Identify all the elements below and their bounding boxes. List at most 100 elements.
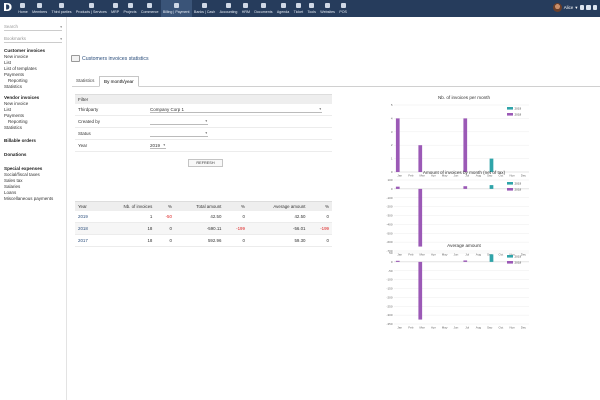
nav-item-projects[interactable]: Projects — [121, 0, 138, 17]
nav-item-pos[interactable]: POS — [337, 0, 349, 17]
y-tick-label: -400 — [386, 222, 392, 226]
table-cell: -199 — [308, 222, 332, 235]
nav-item-websites[interactable]: Websites — [318, 0, 337, 17]
chevron-down-icon[interactable]: ▾ — [60, 25, 62, 29]
nav-item-label: Tools — [307, 9, 316, 14]
x-tick-label: Nov — [509, 326, 515, 330]
year-link[interactable]: 2017 — [75, 234, 101, 247]
nav-item-accounting[interactable]: Accounting — [217, 0, 239, 17]
bar-2018-mar[interactable] — [418, 145, 423, 172]
nav-item-commerce[interactable]: Commerce — [139, 0, 161, 17]
bar-2018-jul[interactable] — [463, 260, 468, 262]
year-link[interactable]: 2019 — [75, 210, 101, 223]
bar-2018-mar[interactable] — [418, 261, 423, 320]
nav-item-members[interactable]: Members — [30, 0, 49, 17]
chevron-down-icon[interactable]: ▾ — [575, 4, 578, 10]
legend-label[interactable]: 2019 — [515, 107, 522, 111]
sidebar-item-statistics[interactable]: Statistics — [4, 84, 23, 89]
sidebar-item-miscellaneous-payments[interactable]: Miscellaneous payments — [4, 196, 54, 201]
sidebar-item-list[interactable]: List — [4, 60, 12, 65]
table-cell: 592.96 — [174, 234, 225, 247]
chevron-down-icon[interactable]: ▾ — [205, 130, 207, 135]
sidebar-item-vendor-payments[interactable]: Payments — [4, 113, 25, 118]
search-input[interactable]: Search ▾ — [4, 24, 62, 31]
nav-item-home[interactable]: Home — [16, 0, 30, 17]
bookmarks-select[interactable]: Bookmarks ▾ — [4, 36, 62, 43]
sidebar-item-vendor-new-invoice[interactable]: New invoice — [4, 101, 29, 106]
sidebar-heading-donations[interactable]: Donations — [4, 152, 27, 157]
sidebar-item-loans[interactable]: Loans — [4, 190, 17, 195]
sidebar-item-salaries[interactable]: Salaries — [4, 184, 21, 189]
sidebar-item-social-fiscal-taxes[interactable]: Social/fiscal taxes — [4, 172, 40, 177]
sidebar-heading-special-expenses[interactable]: Special expenses — [4, 166, 43, 171]
chevron-down-icon[interactable]: ▾ — [60, 37, 62, 41]
app-logo[interactable]: D — [3, 1, 13, 14]
thirdparty-select[interactable]: Company Corp 1 ▾ — [150, 107, 322, 113]
sidebar-item-vendor-list[interactable]: List — [4, 107, 12, 112]
x-tick-label: Jan — [397, 253, 402, 257]
x-tick-label: Jun — [453, 326, 458, 330]
status-select[interactable]: ▾ — [150, 131, 208, 137]
legend-label[interactable]: 2019 — [515, 182, 522, 186]
bar-2018-jan[interactable] — [395, 118, 400, 172]
tab-by-month-year[interactable]: By month/year — [99, 76, 139, 87]
nav-item-billing-payment[interactable]: Billing | Payment — [160, 0, 192, 17]
sidebar-item-reporting[interactable]: Reporting — [8, 78, 28, 83]
bar-2018-jan[interactable] — [395, 260, 400, 262]
legend-label[interactable]: 2018 — [515, 113, 522, 117]
nav-item-mrp[interactable]: MRP — [109, 0, 121, 17]
sidebar-item-payments[interactable]: Payments — [4, 72, 25, 77]
bar-2018-mar[interactable] — [418, 188, 423, 247]
nav-item-ticket[interactable]: Ticket — [291, 0, 305, 17]
nav-item-third-parties[interactable]: Third parties — [49, 0, 73, 17]
bar-2018-jul[interactable] — [463, 186, 468, 189]
mrp-icon — [112, 3, 118, 8]
sidebar-item-sales-tax[interactable]: Sales tax — [4, 178, 23, 183]
legend-label[interactable]: 2018 — [515, 261, 522, 265]
x-tick-label: Aug — [476, 174, 482, 178]
bar-2018-jul[interactable] — [463, 118, 468, 172]
print-icon[interactable] — [586, 5, 591, 10]
refresh-button[interactable]: REFRESH — [188, 159, 223, 167]
sidebar-item-vendor-reporting[interactable]: Reporting — [8, 119, 28, 124]
table-cell: 18 — [100, 222, 156, 235]
y-tick-label: -50 — [388, 269, 393, 273]
nav-item-banks-cash[interactable]: Banks | Cash — [192, 0, 218, 17]
legend-label[interactable]: 2019 — [515, 255, 522, 259]
sidebar-heading-billable-orders[interactable]: Billable orders — [4, 138, 36, 143]
user-name[interactable]: Alice — [563, 5, 574, 10]
chevron-down-icon[interactable]: ▾ — [205, 118, 207, 123]
chevron-down-icon[interactable]: ▾ — [163, 142, 165, 147]
sidebar-item-vendor-statistics[interactable]: Statistics — [4, 125, 23, 130]
sidebar-item-list-of-templates[interactable]: List of templates — [4, 66, 37, 71]
chevron-down-icon[interactable]: ▾ — [319, 106, 321, 111]
bar-2019-sep[interactable] — [489, 254, 494, 262]
legend-swatch — [507, 113, 513, 116]
nav-item-tools[interactable]: Tools — [305, 0, 318, 17]
sidebar-heading-vendor-invoices[interactable]: Vendor invoices — [4, 95, 40, 100]
nav-item-hrm[interactable]: HRM — [240, 0, 253, 17]
nav-item-agenda[interactable]: Agenda — [275, 0, 292, 17]
nav-item-label: Billing | Payment — [162, 9, 190, 14]
status-label: Status — [78, 131, 91, 136]
sidebar-item-new-invoice[interactable]: New invoice — [4, 54, 29, 59]
filter-row-created-by: Created by ▾ — [75, 116, 332, 128]
nav-item-products-services[interactable]: Products | Services — [74, 0, 109, 17]
sidebar-heading-customer-invoices[interactable]: Customer invoices — [4, 48, 46, 53]
user-avatar[interactable] — [552, 3, 562, 12]
bar-2019-sep[interactable] — [489, 158, 494, 172]
tab-statistics[interactable]: Statistics — [76, 78, 95, 83]
table-row: 2017 18 0 592.96 0 59.30 0 — [75, 234, 332, 247]
x-tick-label: Dec — [521, 253, 527, 257]
year-select[interactable]: 2019 ▾ — [150, 143, 166, 149]
legend-label[interactable]: 2018 — [515, 188, 522, 192]
column-header: Year — [75, 201, 101, 211]
bar-2019-sep[interactable] — [489, 185, 494, 189]
year-link[interactable]: 2018 — [75, 222, 101, 235]
bookmark-icon[interactable] — [579, 5, 584, 10]
bar-2018-jan[interactable] — [395, 186, 400, 189]
nav-item-documents[interactable]: Documents — [252, 0, 275, 17]
search-placeholder: Search — [4, 24, 18, 29]
help-icon[interactable] — [592, 5, 597, 10]
created-by-select[interactable]: ▾ — [150, 119, 208, 125]
